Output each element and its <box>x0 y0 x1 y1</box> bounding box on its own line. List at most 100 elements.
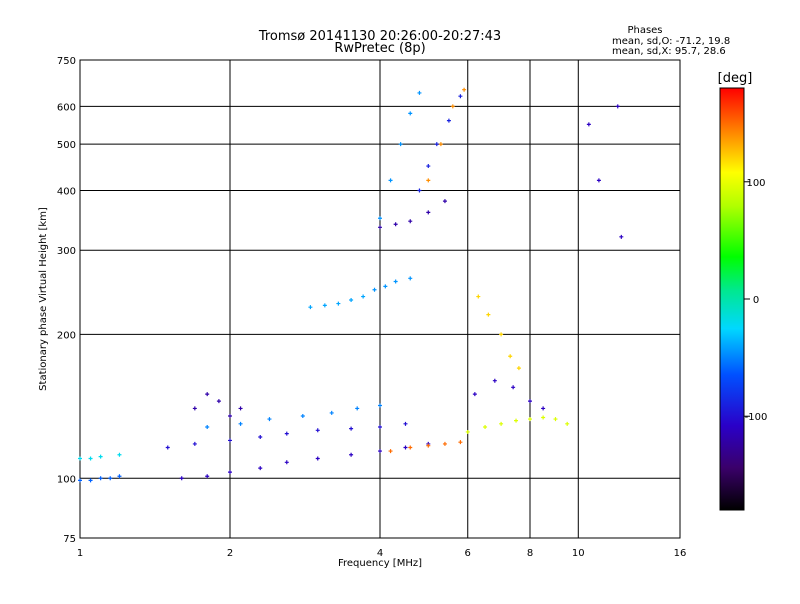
data-point <box>117 474 122 479</box>
data-point <box>349 298 354 303</box>
data-point <box>398 142 403 147</box>
data-point <box>88 478 93 483</box>
phase-mean-x: mean, sd,X: 95.7, 28.6 <box>612 46 726 57</box>
data-point <box>308 305 313 310</box>
data-point <box>383 284 388 289</box>
x-tick-label: 6 <box>465 548 471 559</box>
data-point <box>472 392 477 397</box>
data-point <box>355 406 360 411</box>
data-point <box>442 199 447 204</box>
y-tick-label: 750 <box>57 56 76 67</box>
data-point <box>378 225 382 230</box>
data-point <box>408 276 413 281</box>
data-point <box>258 466 263 471</box>
data-point <box>417 90 422 95</box>
colorbar-tick-label: -100 <box>745 412 768 423</box>
x-tick-label: 4 <box>377 548 383 559</box>
data-point <box>403 421 408 426</box>
data-point <box>228 470 232 475</box>
data-point <box>378 403 382 408</box>
data-point <box>388 449 393 454</box>
data-point <box>300 413 305 418</box>
data-point <box>492 378 497 383</box>
data-point <box>596 178 601 183</box>
data-point <box>458 94 463 99</box>
data-point <box>192 441 197 446</box>
data-point <box>108 476 113 481</box>
colorbar: [deg] 100 0 -100 <box>718 71 767 511</box>
data-point <box>434 142 439 147</box>
data-point <box>238 406 243 411</box>
data-point <box>615 104 620 109</box>
colorbar-ticks: 100 0 -100 <box>744 178 767 423</box>
y-axis-ticks: 75 100 200 300 400 500 600 750 <box>57 56 76 545</box>
data-point <box>393 279 398 284</box>
data-point <box>403 445 408 450</box>
data-point <box>267 417 272 422</box>
data-point <box>322 303 327 308</box>
colorbar-label: [deg] <box>718 71 753 86</box>
data-point <box>378 425 382 430</box>
data-point <box>228 438 232 443</box>
data-point <box>205 392 210 397</box>
data-point <box>216 399 221 404</box>
x-axis-ticks: 1 2 4 6 8 10 16 <box>77 548 687 559</box>
data-point <box>442 441 447 446</box>
data-point <box>361 294 366 299</box>
data-point <box>483 425 488 430</box>
data-point <box>258 434 263 439</box>
data-point <box>528 417 532 422</box>
data-point <box>541 406 546 411</box>
x-axis-label: Frequency [MHz] <box>338 558 422 569</box>
data-point <box>228 413 232 418</box>
chart-title: Tromsø 20141130 20:26:00-20:27:43 <box>258 29 501 44</box>
data-point <box>476 294 481 299</box>
data-point <box>462 87 467 92</box>
data-point <box>553 417 558 422</box>
phase-mean-o: mean, sd,O: -71.2, 19.8 <box>612 36 730 47</box>
data-point <box>499 332 504 337</box>
data-point <box>499 421 504 426</box>
x-tick-label: 1 <box>77 548 83 559</box>
data-point <box>408 111 413 116</box>
data-point <box>393 222 398 227</box>
data-point <box>179 476 184 481</box>
data-point <box>450 104 455 109</box>
data-point <box>98 476 103 481</box>
colorbar-gradient <box>719 87 745 511</box>
data-point <box>514 418 519 423</box>
data-point <box>408 445 413 450</box>
y-tick-label: 200 <box>57 330 76 341</box>
x-tick-label: 16 <box>674 548 687 559</box>
data-point <box>378 216 382 221</box>
x-tick-label: 2 <box>227 548 233 559</box>
grid-lines <box>80 60 680 538</box>
data-point <box>426 164 431 169</box>
data-point <box>78 478 82 483</box>
data-point <box>205 474 210 479</box>
x-tick-label: 10 <box>572 548 585 559</box>
data-point <box>88 456 93 461</box>
data-point <box>315 428 320 433</box>
y-axis-label: Stationary phase Virtual Height [km] <box>38 207 49 391</box>
data-point <box>619 234 624 239</box>
data-point <box>586 122 591 127</box>
data-point <box>465 429 470 434</box>
y-tick-label: 300 <box>57 246 76 257</box>
data-point <box>408 219 413 224</box>
y-tick-label: 100 <box>57 474 76 485</box>
data-point <box>349 426 354 431</box>
data-point <box>417 188 422 193</box>
data-point <box>458 440 463 445</box>
data-point <box>284 460 289 465</box>
data-point <box>336 301 341 306</box>
chart-subtitle: RwPretec (8p) <box>334 41 425 56</box>
data-point <box>315 456 320 461</box>
data-point <box>117 452 122 457</box>
data-point <box>238 421 243 426</box>
data-point <box>446 118 451 123</box>
data-point <box>192 406 197 411</box>
y-tick-label: 500 <box>57 140 76 151</box>
data-point <box>565 421 570 426</box>
